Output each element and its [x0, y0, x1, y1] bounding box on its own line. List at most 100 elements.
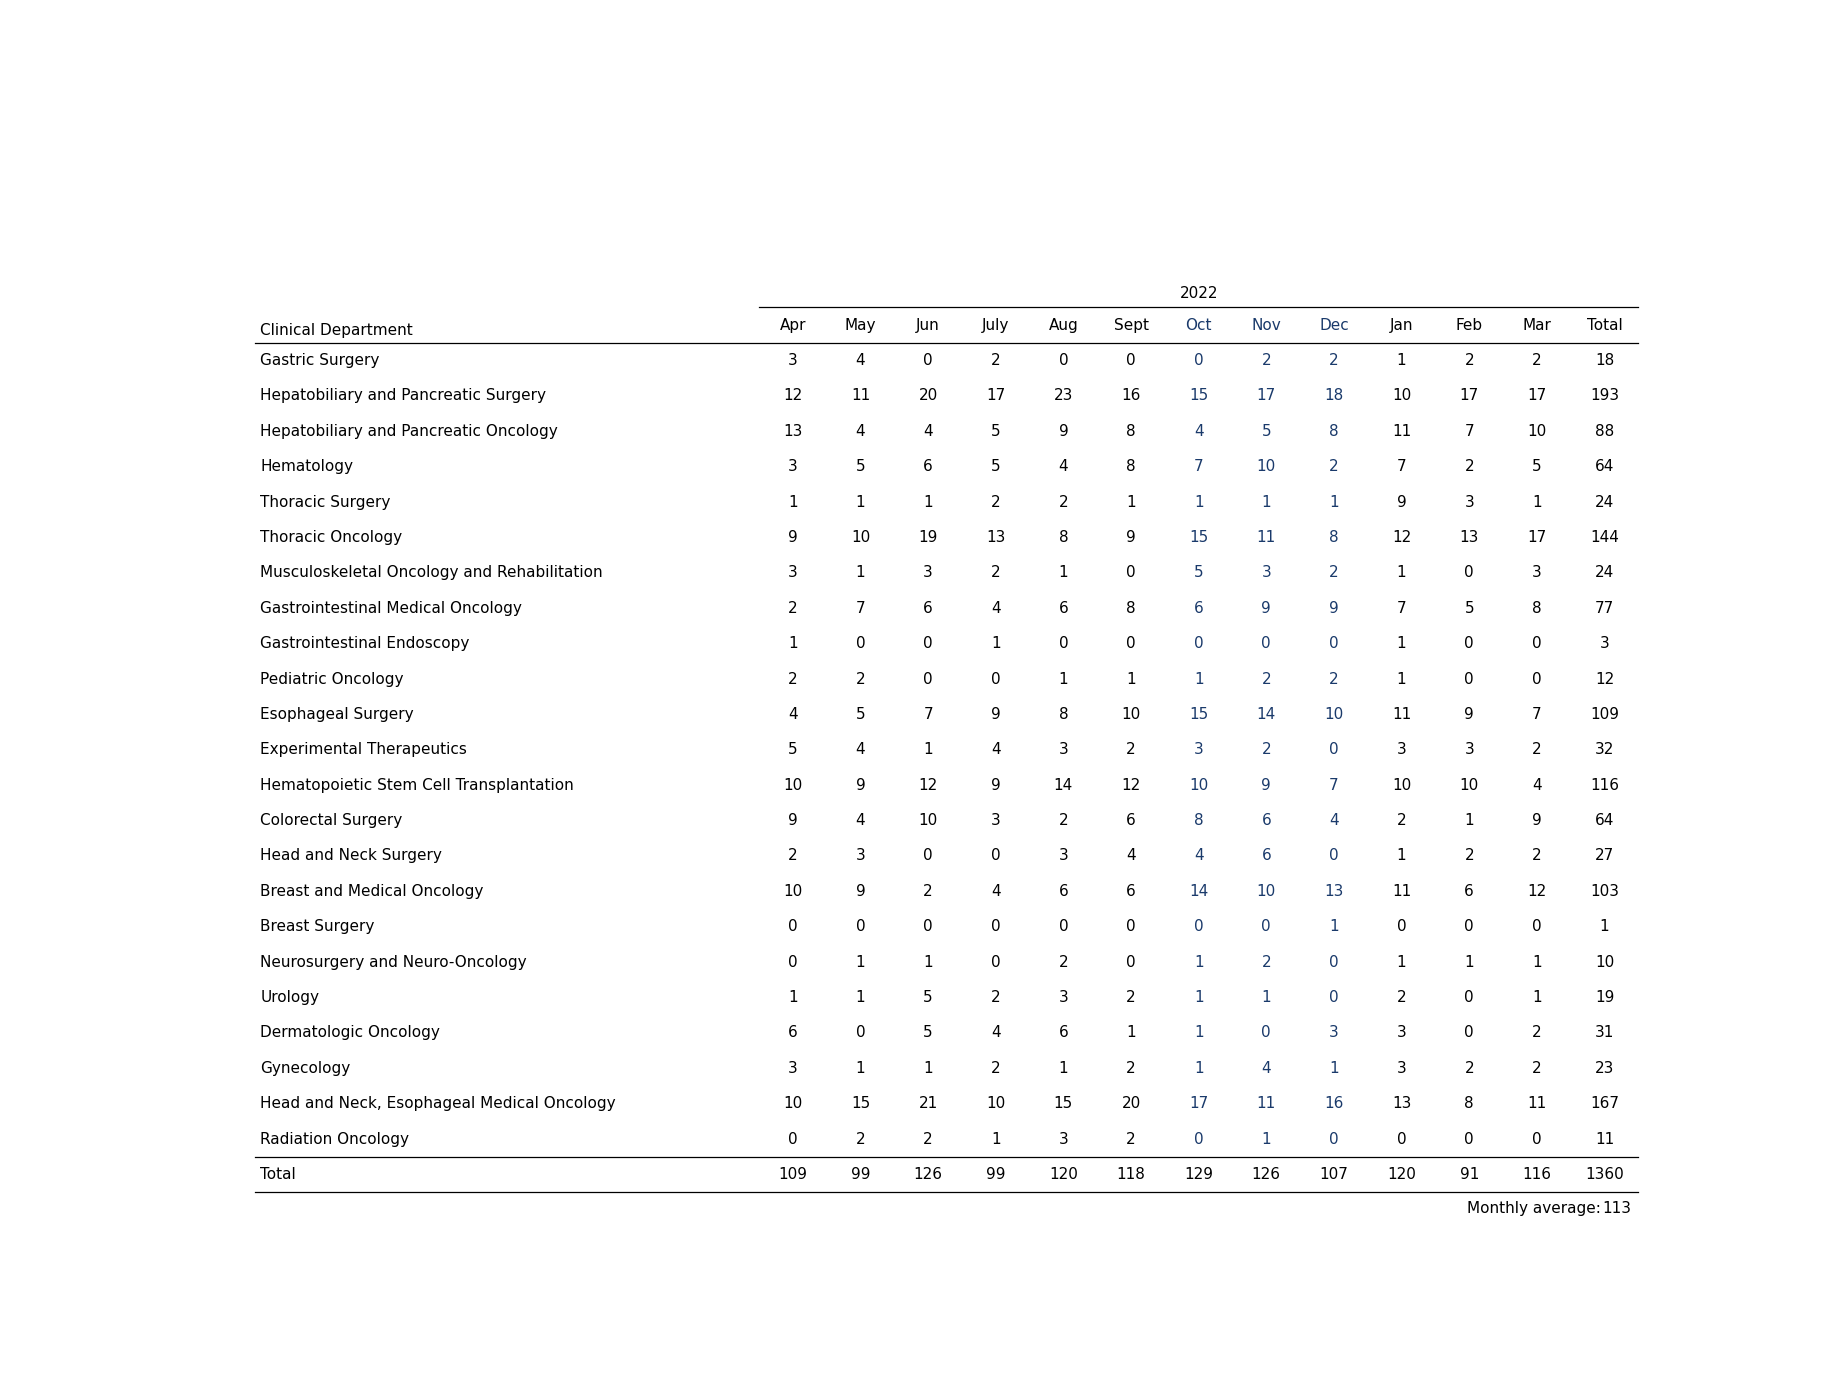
Text: 0: 0 [923, 671, 932, 687]
Text: Radiation Oncology: Radiation Oncology [260, 1131, 409, 1147]
Text: 3: 3 [991, 813, 1000, 828]
Text: 1: 1 [1193, 1061, 1204, 1076]
Text: 126: 126 [1251, 1168, 1281, 1182]
Text: 1360: 1360 [1585, 1168, 1623, 1182]
Text: Total: Total [260, 1168, 297, 1182]
Text: 1: 1 [991, 637, 1000, 651]
Text: 10: 10 [782, 1097, 802, 1111]
Text: 10: 10 [1390, 778, 1411, 792]
Text: 1: 1 [856, 566, 865, 581]
Text: 0: 0 [1125, 955, 1136, 970]
Text: 4: 4 [991, 742, 1000, 758]
Text: 1: 1 [1193, 495, 1204, 510]
Text: 5: 5 [856, 459, 865, 474]
Text: 91: 91 [1458, 1168, 1478, 1182]
Text: 9: 9 [1328, 600, 1337, 616]
Text: 0: 0 [1464, 671, 1473, 687]
Text: 15: 15 [850, 1097, 870, 1111]
Text: 1: 1 [1059, 1061, 1068, 1076]
Text: 8: 8 [1125, 459, 1136, 474]
Text: 18: 18 [1323, 388, 1343, 403]
Text: 3: 3 [1396, 1061, 1405, 1076]
Text: 6: 6 [923, 600, 932, 616]
Text: 3: 3 [1599, 637, 1608, 651]
Text: 15: 15 [1053, 1097, 1072, 1111]
Text: 129: 129 [1183, 1168, 1213, 1182]
Text: 64: 64 [1594, 813, 1614, 828]
Text: 1: 1 [1396, 671, 1405, 687]
Text: 10: 10 [1257, 884, 1275, 899]
Text: 3: 3 [1057, 990, 1068, 1005]
Text: 2: 2 [1532, 1061, 1541, 1076]
Text: 1: 1 [856, 495, 865, 510]
Text: 4: 4 [1328, 813, 1337, 828]
Text: 4: 4 [856, 813, 865, 828]
Text: 2: 2 [991, 353, 1000, 368]
Text: 6: 6 [1260, 848, 1270, 863]
Text: Gastrointestinal Endoscopy: Gastrointestinal Endoscopy [260, 637, 469, 651]
Text: 6: 6 [1057, 1026, 1068, 1040]
Text: 5: 5 [1193, 566, 1204, 581]
Text: 7: 7 [856, 600, 865, 616]
Text: 2022: 2022 [1178, 286, 1216, 300]
Text: 2: 2 [1328, 671, 1337, 687]
Text: 5: 5 [1464, 600, 1473, 616]
Text: 5: 5 [923, 990, 932, 1005]
Text: 10: 10 [782, 884, 802, 899]
Text: Hepatobiliary and Pancreatic Oncology: Hepatobiliary and Pancreatic Oncology [260, 424, 557, 439]
Text: 0: 0 [1532, 919, 1541, 934]
Text: 113: 113 [1601, 1201, 1630, 1216]
Text: 0: 0 [1193, 919, 1204, 934]
Text: 6: 6 [923, 459, 932, 474]
Text: 2: 2 [923, 1131, 932, 1147]
Text: 31: 31 [1594, 1026, 1614, 1040]
Text: 10: 10 [1458, 778, 1478, 792]
Text: 7: 7 [1532, 708, 1541, 721]
Text: Aug: Aug [1048, 318, 1077, 332]
Text: 4: 4 [1059, 459, 1068, 474]
Text: 23: 23 [1053, 388, 1072, 403]
Text: 0: 0 [1464, 637, 1473, 651]
Text: Monthly average:: Monthly average: [1466, 1201, 1601, 1216]
Text: 9: 9 [991, 778, 1000, 792]
Text: 10: 10 [782, 778, 802, 792]
Text: 8: 8 [1193, 813, 1204, 828]
Text: 1: 1 [923, 495, 932, 510]
Text: 13: 13 [1458, 530, 1478, 545]
Text: 1: 1 [923, 1061, 932, 1076]
Text: 3: 3 [856, 848, 865, 863]
Text: 3: 3 [1532, 566, 1541, 581]
Text: 0: 0 [1193, 637, 1204, 651]
Text: 2: 2 [1059, 495, 1068, 510]
Text: 11: 11 [1390, 424, 1411, 439]
Text: 3: 3 [788, 1061, 797, 1076]
Text: 4: 4 [991, 600, 1000, 616]
Text: 17: 17 [1189, 1097, 1207, 1111]
Text: 8: 8 [1328, 424, 1337, 439]
Text: 6: 6 [1057, 600, 1068, 616]
Text: 116: 116 [1588, 778, 1618, 792]
Text: May: May [845, 318, 876, 332]
Text: 0: 0 [991, 919, 1000, 934]
Text: 2: 2 [1532, 1026, 1541, 1040]
Text: 1: 1 [1260, 990, 1270, 1005]
Text: July: July [982, 318, 1009, 332]
Text: 12: 12 [1594, 671, 1614, 687]
Text: 9: 9 [1532, 813, 1541, 828]
Text: Colorectal Surgery: Colorectal Surgery [260, 813, 403, 828]
Text: 0: 0 [1464, 1131, 1473, 1147]
Text: Hematopoietic Stem Cell Transplantation: Hematopoietic Stem Cell Transplantation [260, 778, 573, 792]
Text: Thoracic Surgery: Thoracic Surgery [260, 495, 390, 510]
Text: 8: 8 [1059, 530, 1068, 545]
Text: 0: 0 [788, 955, 797, 970]
Text: 1: 1 [1396, 566, 1405, 581]
Text: 17: 17 [1526, 388, 1546, 403]
Text: 20: 20 [1121, 1097, 1140, 1111]
Text: 2: 2 [991, 1061, 1000, 1076]
Text: 3: 3 [1057, 742, 1068, 758]
Text: 27: 27 [1594, 848, 1614, 863]
Text: Neurosurgery and Neuro-Oncology: Neurosurgery and Neuro-Oncology [260, 955, 528, 970]
Text: 0: 0 [1260, 1026, 1270, 1040]
Text: Gynecology: Gynecology [260, 1061, 350, 1076]
Text: 13: 13 [1390, 1097, 1411, 1111]
